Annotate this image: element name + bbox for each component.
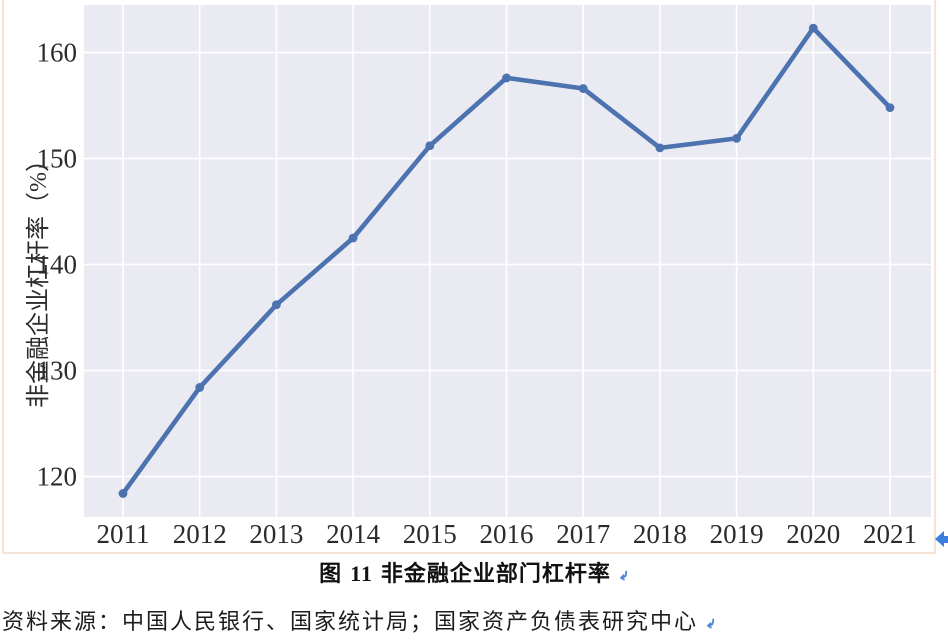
svg-text:2018: 2018 <box>633 519 687 549</box>
leverage-line-chart[interactable]: 120 130 140 150 160 2011 2012 2013 2014 2015 2016… <box>0 0 948 552</box>
svg-text:120: 120 <box>37 462 78 492</box>
anchor-tail <box>944 535 948 543</box>
svg-text:150: 150 <box>37 144 78 174</box>
svg-text:2013: 2013 <box>249 519 303 549</box>
svg-text:2020: 2020 <box>786 519 840 549</box>
svg-text:2017: 2017 <box>556 519 610 549</box>
data-point-markers <box>118 23 895 498</box>
reading-position-anchor-icon[interactable] <box>935 530 948 548</box>
svg-text:2019: 2019 <box>710 519 764 549</box>
svg-text:2021: 2021 <box>863 519 917 549</box>
svg-text:2012: 2012 <box>173 519 227 549</box>
y-axis-tick-labels: 120 130 140 150 160 <box>37 38 78 492</box>
plot-area <box>84 5 931 517</box>
svg-text:2011: 2011 <box>97 519 150 549</box>
figure-border-left <box>2 0 4 553</box>
caption-title: 非金融企业部门杠杆率 <box>380 561 611 586</box>
svg-text:160: 160 <box>37 38 78 68</box>
paragraph-mark-icon <box>618 562 629 588</box>
anchor-triangle <box>935 531 944 547</box>
chart-svg: 120 130 140 150 160 2011 2012 2013 2014 2015 2016… <box>25 5 931 549</box>
paragraph-mark-icon <box>705 610 716 636</box>
svg-text:2014: 2014 <box>326 519 381 549</box>
svg-text:2015: 2015 <box>403 519 457 549</box>
svg-text:非金融企业杠杆率（%）: 非金融企业杠杆率（%） <box>25 148 52 408</box>
figure-caption: 图 11 非金融企业部门杠杆率 <box>0 556 948 588</box>
figure-border-bottom <box>2 552 936 554</box>
horizontal-gridlines <box>84 51 931 478</box>
caption-prefix: 图 <box>319 561 343 586</box>
svg-text:130: 130 <box>37 356 78 386</box>
svg-text:2016: 2016 <box>480 519 534 549</box>
source-note-text: 资料来源：中国人民银行、国家统计局；国家资产负债表研究中心 <box>2 609 699 634</box>
vertical-gridlines <box>122 5 891 517</box>
y-axis-title: 非金融企业杠杆率（%） <box>25 148 52 408</box>
x-axis-tick-labels: 2011 2012 2013 2014 2015 2016 2017 2018 2019 2020… <box>97 519 918 549</box>
caption-number: 11 <box>350 561 373 586</box>
figure-border-right <box>934 0 936 553</box>
svg-text:140: 140 <box>37 250 78 280</box>
source-note: 资料来源：中国人民银行、国家统计局；国家资产负债表研究中心 <box>2 604 942 636</box>
